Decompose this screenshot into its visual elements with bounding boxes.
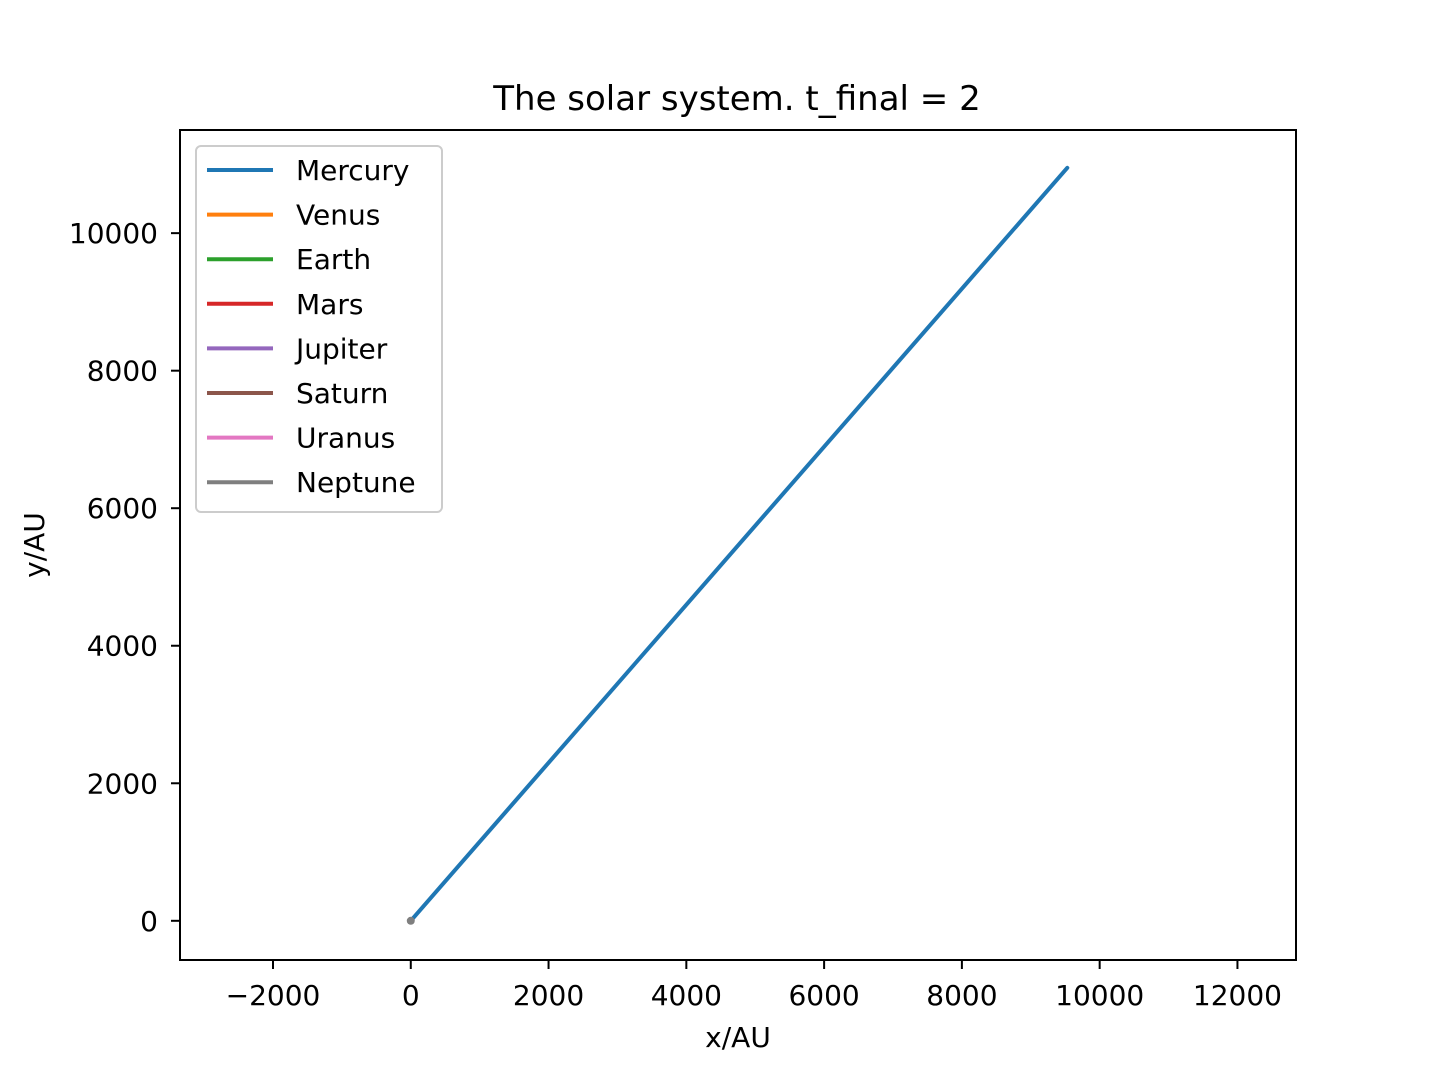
- x-tick-label: 2000: [513, 979, 584, 1012]
- y-tick-label: 6000: [87, 492, 158, 525]
- y-tick-label: 10000: [69, 217, 158, 250]
- x-tick-label: 10000: [1055, 979, 1144, 1012]
- y-tick-label: 2000: [87, 767, 158, 800]
- y-axis-label: y/AU: [18, 512, 51, 578]
- legend-label-mercury: Mercury: [296, 154, 410, 187]
- y-axis-ticks: 0 2000 4000 6000 8000 10000: [69, 217, 180, 938]
- legend-items: Mercury Venus Earth Mars Jupiter Saturn Uranus…: [207, 154, 416, 499]
- origin-point: [406, 916, 415, 925]
- x-tick-label: 0: [402, 979, 420, 1012]
- legend-box: [195, 145, 443, 513]
- x-tick-label: 8000: [926, 979, 997, 1012]
- legend: Mercury Venus Earth Mars Jupiter Saturn Uranus…: [195, 145, 443, 513]
- y-tick-label: 4000: [87, 630, 158, 663]
- legend-label-saturn: Saturn: [296, 377, 388, 410]
- legend-label-neptune: Neptune: [296, 466, 416, 499]
- series-line-mercury: [408, 165, 1070, 923]
- x-tick-label: 4000: [651, 979, 722, 1012]
- legend-label-venus: Venus: [296, 199, 380, 232]
- x-tick-label: −2000: [226, 979, 321, 1012]
- legend-label-uranus: Uranus: [296, 422, 395, 455]
- x-tick-label: 6000: [788, 979, 859, 1012]
- legend-label-earth: Earth: [296, 243, 371, 276]
- plot-lines: [406, 165, 1070, 925]
- y-tick-label: 8000: [87, 355, 158, 388]
- plot-frame: [179, 129, 1297, 961]
- x-axis-ticks: −2000 0 2000 4000 6000 8000 10000 12000: [226, 960, 1282, 1012]
- chart-title: The solar system. t_final = 2: [492, 79, 980, 119]
- legend-label-jupiter: Jupiter: [294, 332, 388, 365]
- y-tick-label: 0: [140, 905, 158, 938]
- x-tick-label: 12000: [1193, 979, 1282, 1012]
- x-axis-label: x/AU: [705, 1021, 771, 1054]
- legend-label-mars: Mars: [296, 288, 363, 321]
